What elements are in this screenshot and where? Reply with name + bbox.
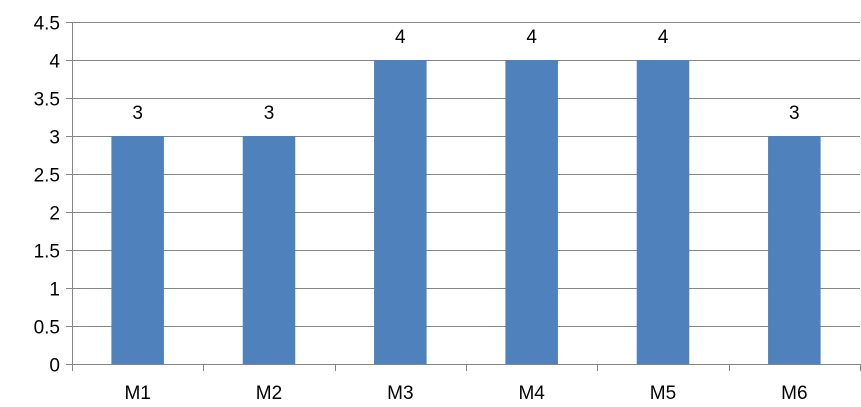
x-category-label: M1 [124,383,150,404]
bar-m1 [111,136,164,364]
y-tick-label: 3.5 [34,90,60,111]
data-label: 3 [132,103,143,124]
y-tick-label: 2 [49,204,60,225]
bar-m4 [505,60,558,364]
y-tick-label: 4 [49,52,60,73]
y-tick-label: 0 [49,356,60,377]
x-category-label: M4 [518,383,545,404]
y-tick-label: 3 [49,128,60,149]
x-category-label: M3 [387,383,413,404]
y-tick-label: 1.5 [34,242,60,263]
bar-m3 [374,60,427,364]
data-label: 4 [658,27,669,48]
y-tick-label: 2.5 [34,166,60,187]
bars [111,60,821,364]
data-label: 3 [789,103,800,124]
x-category-label: M6 [781,383,807,404]
axes [66,22,861,371]
labels: 0 0.5 1 1.5 2 2.5 3 3.5 4 4.5 3 M1 3 M2 4 M3 4 M4 4 M5 3 M6 [34,14,808,405]
bar-m6 [768,136,821,364]
y-tick-label: 1 [49,280,60,301]
bar-m5 [636,60,690,364]
y-tick-label: 4.5 [34,14,60,35]
x-category-label: M5 [650,383,676,404]
data-label: 4 [395,27,406,48]
x-category-label: M2 [256,383,282,404]
y-tick-label: 0.5 [34,318,60,339]
gridlines [72,22,860,327]
bar-m2 [242,136,296,364]
data-label: 3 [264,103,275,124]
data-label: 4 [526,27,537,48]
